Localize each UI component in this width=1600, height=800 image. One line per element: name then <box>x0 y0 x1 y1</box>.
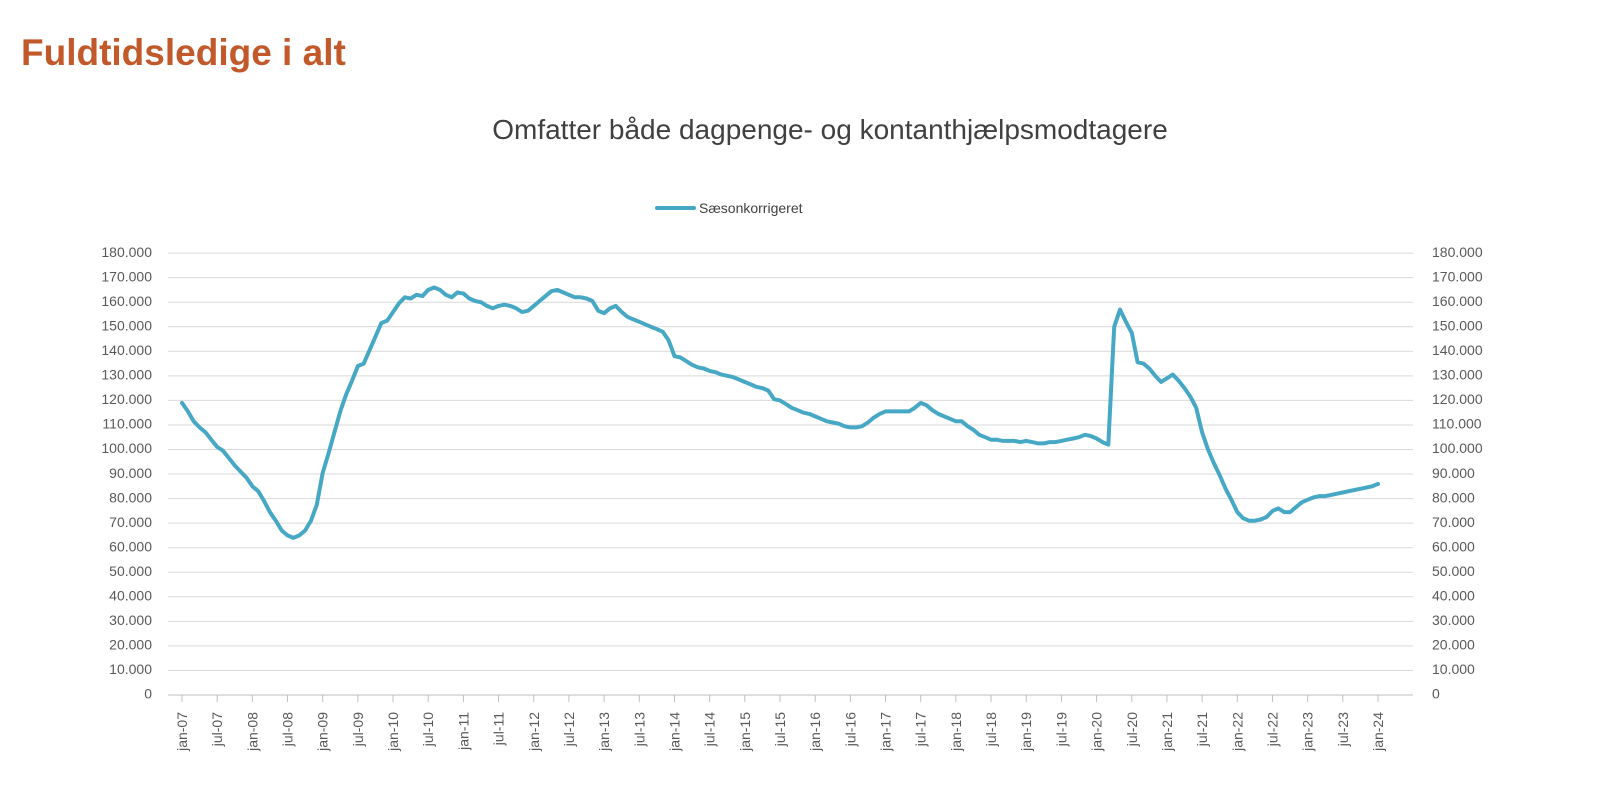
y-axis-label-left: 40.000 <box>109 588 152 604</box>
y-axis-label-left: 70.000 <box>109 514 152 530</box>
x-axis-label: jul-16 <box>842 712 858 747</box>
y-axis-label-left: 180.000 <box>101 244 152 260</box>
y-axis-label-left: 160.000 <box>101 293 152 309</box>
y-axis-label-left: 0 <box>144 686 152 702</box>
x-axis-label: jul-13 <box>631 712 647 747</box>
x-axis-label: jul-17 <box>913 712 929 747</box>
x-axis-label: jul-22 <box>1264 712 1280 747</box>
x-axis-label: jul-12 <box>561 712 577 747</box>
series-line <box>180 285 1380 540</box>
y-axis-label-left: 150.000 <box>101 317 152 333</box>
x-axis-label: jan-20 <box>1089 712 1105 752</box>
x-axis-label: jan-18 <box>948 712 964 752</box>
x-axis-label: jan-15 <box>737 712 753 752</box>
y-axis-label-left: 80.000 <box>109 489 152 505</box>
x-axis-label: jan-09 <box>315 712 331 752</box>
x-axis-label: jan-24 <box>1370 712 1386 752</box>
x-axis-label: jul-11 <box>491 712 507 746</box>
chart-title: Omfatter både dagpenge- og kontanthjælps… <box>492 114 1168 145</box>
x-axis-label: jul-09 <box>350 712 366 747</box>
x-axis-label: jan-16 <box>807 712 823 752</box>
x-axis-label: jan-12 <box>526 712 542 752</box>
x-axis-label: jul-15 <box>772 712 788 747</box>
y-axis-label-right: 30.000 <box>1432 612 1475 628</box>
y-axis-label-right: 0 <box>1432 686 1440 702</box>
y-axis-label-left: 90.000 <box>109 465 152 481</box>
x-axis-label: jul-18 <box>983 712 999 747</box>
x-axis-label: jul-20 <box>1124 712 1140 747</box>
y-axis-label-left: 10.000 <box>109 661 152 677</box>
y-axis-label-left: 140.000 <box>101 342 152 358</box>
y-axis-label-right: 90.000 <box>1432 465 1475 481</box>
y-axis-label-right: 10.000 <box>1432 661 1475 677</box>
y-axis-label-left: 30.000 <box>109 612 152 628</box>
x-axis-label: jan-17 <box>878 712 894 752</box>
x-axis-label: jul-21 <box>1194 712 1210 747</box>
y-axis-label-right: 20.000 <box>1432 637 1475 653</box>
legend-line-icon <box>655 206 696 210</box>
y-axis-label-right: 150.000 <box>1432 317 1483 333</box>
y-axis-label-right: 140.000 <box>1432 342 1483 358</box>
y-axis-label-right: 100.000 <box>1432 440 1483 456</box>
chart-legend: Sæsonkorrigeret <box>655 199 803 217</box>
x-axis-label: jan-19 <box>1018 712 1034 752</box>
y-axis-label-right: 130.000 <box>1432 367 1483 383</box>
y-axis-label-left: 170.000 <box>101 268 152 284</box>
x-axis-label: jan-22 <box>1229 712 1245 752</box>
x-axis-label: jul-10 <box>420 712 436 747</box>
y-axis-label-right: 120.000 <box>1432 391 1483 407</box>
y-axis-label-right: 80.000 <box>1432 489 1475 505</box>
x-axis-label: jan-11 <box>455 712 471 751</box>
y-axis-label-left: 20.000 <box>109 637 152 653</box>
y-axis-label-left: 130.000 <box>101 367 152 383</box>
x-axis-label: jan-14 <box>666 712 682 752</box>
x-axis-label: jan-23 <box>1300 712 1316 752</box>
y-axis-label-right: 50.000 <box>1432 563 1475 579</box>
x-axis-label: jan-21 <box>1159 712 1175 752</box>
y-axis-label-left: 50.000 <box>109 563 152 579</box>
x-axis-label: jul-07 <box>209 712 225 747</box>
y-axis-label-right: 60.000 <box>1432 538 1475 554</box>
x-axis-label: jan-07 <box>174 712 190 752</box>
y-axis-label-right: 170.000 <box>1432 268 1483 284</box>
page-title: Fuldtidsledige i alt <box>21 32 346 73</box>
y-axis-label-right: 70.000 <box>1432 514 1475 530</box>
y-axis-label-right: 40.000 <box>1432 588 1475 604</box>
x-axis-label: jul-23 <box>1335 712 1351 747</box>
x-axis-label: jul-14 <box>702 712 718 747</box>
y-axis-label-left: 110.000 <box>102 416 152 432</box>
y-axis-label-left: 100.000 <box>101 440 152 456</box>
x-axis-label: jul-19 <box>1053 712 1069 747</box>
x-axis-label: jan-08 <box>244 712 260 752</box>
y-axis-label-left: 60.000 <box>109 538 152 554</box>
x-axis-label: jan-13 <box>596 712 612 752</box>
x-axis-label: jul-08 <box>280 712 296 747</box>
legend-label: Sæsonkorrigeret <box>699 200 803 216</box>
y-axis-label-left: 120.000 <box>101 391 152 407</box>
x-axis-label: jan-10 <box>385 712 401 752</box>
y-axis-label-right: 160.000 <box>1432 293 1483 309</box>
y-axis-label-right: 110.000 <box>1432 416 1482 432</box>
y-axis-label-right: 180.000 <box>1432 244 1483 260</box>
